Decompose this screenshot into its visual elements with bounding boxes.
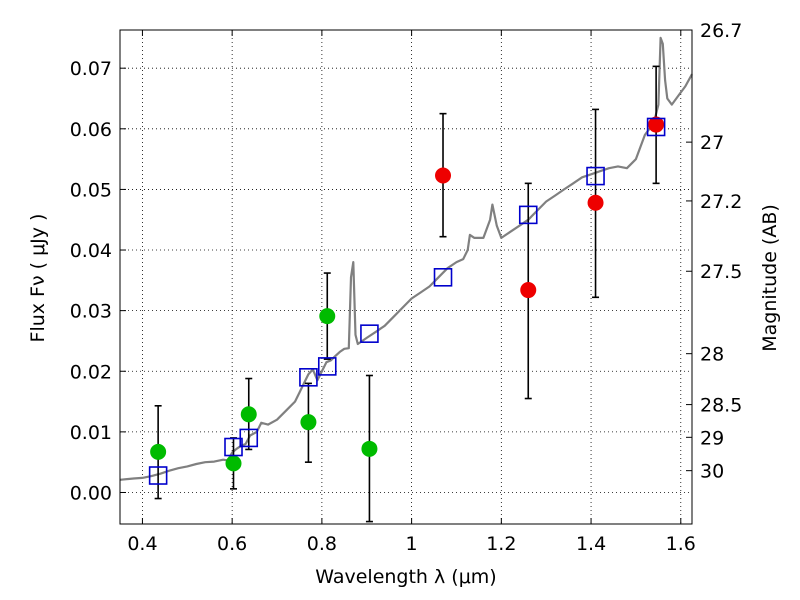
y-axis-label: Flux Fν ( μJy ) (27, 214, 49, 343)
observed-point (240, 406, 257, 423)
observed-point (225, 455, 242, 472)
observed-point (648, 116, 665, 133)
magnitude-tick-label: 28 (700, 344, 724, 366)
model-photometry-point (299, 368, 318, 387)
observed-point (361, 440, 378, 457)
x-tick-label: 0.6 (217, 533, 247, 555)
observed-points (150, 116, 665, 472)
y-tick-label: 0.06 (70, 119, 112, 141)
ticks (120, 29, 692, 524)
model-photometry-point (148, 466, 168, 485)
magnitude-tick-label: 27 (700, 132, 724, 154)
observed-point (300, 414, 317, 431)
magnitude-tick-label: 29 (700, 427, 724, 449)
x-tick-label: 1.2 (486, 533, 516, 555)
model-photometry-point (646, 117, 666, 137)
x-tick-label: 0.4 (127, 533, 157, 555)
x-tick-label: 1.6 (666, 533, 696, 555)
model-photometry-point (518, 205, 538, 225)
y-tick-label: 0.02 (70, 361, 112, 383)
model-photometry-point (433, 268, 453, 287)
model-photometry-point (360, 324, 379, 343)
grid (120, 30, 692, 524)
observed-point (150, 443, 167, 460)
magnitude-tick-label: 27.5 (700, 261, 742, 283)
y-tick-label: 0.05 (70, 179, 112, 201)
x-tick-label: 0.8 (307, 533, 337, 555)
tick-labels: 0.4 0.6 0.8 1 1.2 1.4 1.6 0.00 0.01 0.02 0.03 0.04 0… (70, 20, 743, 555)
x-tick-label: 1.4 (576, 533, 606, 555)
observed-point (319, 308, 336, 325)
observed-point (587, 194, 604, 211)
y2-axis-label: Magnitude (AB) (759, 204, 781, 352)
y-tick-label: 0.01 (70, 422, 112, 444)
y-tick-label: 0.03 (70, 301, 112, 323)
model-photometry-point (586, 166, 605, 186)
magnitude-tick-label: 30 (700, 461, 724, 483)
model-photometry-point (239, 428, 259, 448)
x-axis-label: Wavelength λ (μm) (315, 566, 496, 588)
observed-point (435, 167, 452, 184)
magnitude-tick-label: 27.2 (700, 191, 742, 213)
x-tick-label: 1 (406, 533, 418, 555)
y-tick-label: 0.00 (70, 482, 112, 504)
y-tick-label: 0.07 (70, 58, 112, 80)
plot-frame (119, 29, 693, 525)
magnitude-tick-label: 28.5 (700, 395, 742, 417)
model-photometry-points (148, 117, 666, 485)
model-photometry-point (317, 357, 337, 376)
magnitude-tick-label: 26.7 (700, 20, 742, 42)
observed-point (520, 282, 537, 299)
y-tick-label: 0.04 (70, 240, 112, 262)
